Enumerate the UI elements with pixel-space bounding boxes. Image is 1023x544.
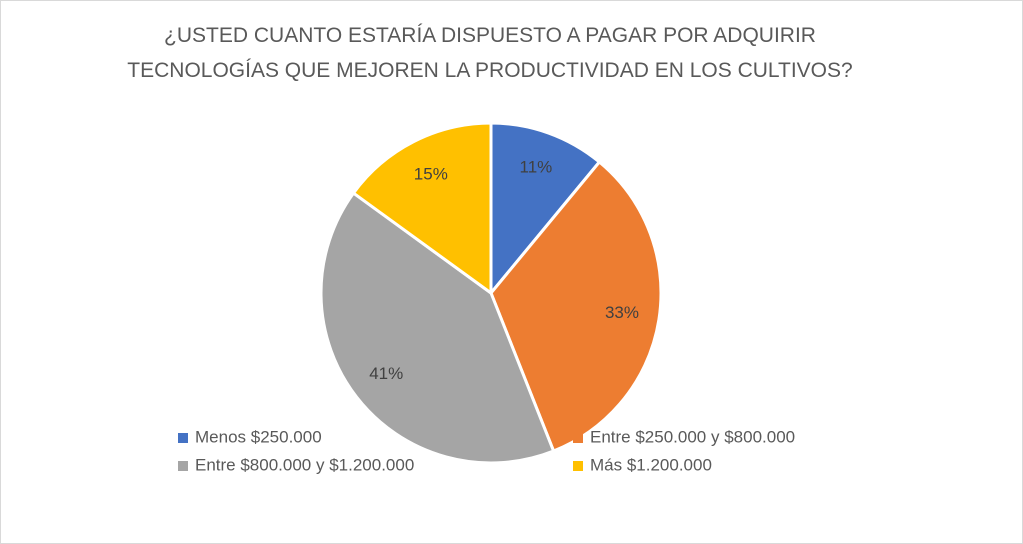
data-label: 41%	[369, 364, 403, 383]
data-label: 33%	[605, 303, 639, 322]
pie-slice	[351, 121, 493, 296]
legend-label: Menos $250.000	[195, 427, 322, 446]
pie-slice	[489, 121, 602, 298]
data-label: 11%	[520, 158, 553, 177]
legend-label: Entre $250.000 y $800.000	[590, 427, 795, 446]
pie-slice	[319, 190, 556, 465]
legend-swatch	[178, 461, 188, 471]
legend-swatch	[573, 461, 583, 471]
data-label: 15%	[414, 164, 448, 183]
chart-title: ¿USTED CUANTO ESTARÍA DISPUESTO A PAGAR …	[127, 24, 853, 82]
legend-label: Más $1.200.000	[590, 455, 712, 474]
pie-slice	[489, 159, 663, 454]
legend-swatch	[178, 433, 188, 443]
legend-label: Entre $800.000 y $1.200.000	[195, 455, 414, 474]
legend-swatch	[573, 433, 583, 443]
